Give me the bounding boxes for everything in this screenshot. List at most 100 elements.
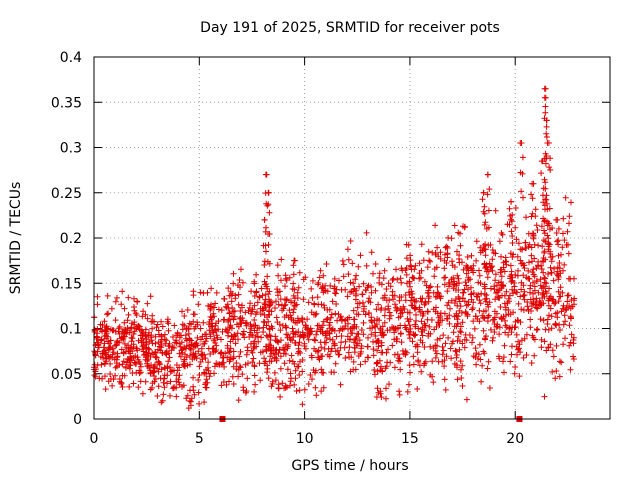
data-point [320, 272, 327, 279]
data-point [337, 381, 344, 388]
data-point [398, 279, 405, 286]
data-point [235, 282, 241, 289]
data-point [172, 339, 178, 346]
data-point [554, 314, 561, 321]
data-point [450, 285, 457, 292]
data-point [489, 247, 496, 253]
data-point [549, 253, 556, 260]
data-point [379, 329, 386, 336]
data-point [385, 303, 392, 310]
data-point [525, 267, 532, 274]
data-point [244, 347, 251, 354]
data-point [411, 299, 418, 305]
data-point [313, 331, 320, 338]
data-point [482, 241, 489, 248]
data-point [159, 323, 166, 330]
data-point [360, 319, 367, 326]
data-point [413, 317, 419, 324]
data-point [291, 257, 298, 264]
data-point [279, 380, 286, 387]
data-point [406, 362, 413, 369]
data-point [207, 351, 214, 357]
data-point [228, 333, 235, 340]
data-point [412, 321, 418, 328]
data-point [455, 333, 462, 340]
data-point [213, 332, 220, 339]
data-point [353, 272, 360, 279]
data-point [238, 266, 244, 273]
data-point [499, 292, 505, 299]
data-point [322, 282, 329, 289]
data-point [126, 383, 133, 390]
data-point [568, 331, 575, 338]
data-point [140, 330, 147, 337]
data-points [91, 85, 578, 422]
data-point [134, 298, 141, 305]
data-point [544, 200, 550, 207]
data-point [234, 321, 240, 328]
x-tick-label: 20 [506, 431, 524, 447]
data-point [284, 366, 291, 373]
data-point [501, 300, 508, 307]
data-point [159, 349, 166, 356]
data-point [340, 261, 347, 268]
data-point [202, 338, 209, 345]
data-point [457, 242, 464, 249]
data-point [432, 354, 439, 361]
data-point [409, 274, 416, 281]
data-point [561, 237, 568, 244]
data-point [165, 358, 172, 365]
data-point [512, 205, 519, 211]
data-point [164, 372, 171, 379]
data-point [196, 372, 203, 378]
data-point [556, 321, 563, 328]
data-point [344, 293, 351, 300]
data-point [277, 353, 284, 360]
data-point [154, 321, 161, 328]
data-point [538, 336, 545, 343]
data-point [570, 353, 577, 360]
data-point [555, 298, 562, 305]
data-point [483, 261, 490, 268]
data-point [139, 343, 146, 350]
data-point [431, 273, 438, 280]
data-point [338, 339, 345, 346]
data-point [214, 334, 221, 341]
data-point [441, 357, 448, 364]
data-point [104, 311, 110, 318]
data-point [406, 278, 413, 285]
data-point [345, 320, 351, 327]
data-point [508, 329, 515, 336]
data-point [492, 277, 499, 284]
data-point [296, 333, 303, 340]
data-point [425, 295, 432, 302]
data-point [125, 294, 132, 301]
data-point [465, 301, 472, 308]
data-point [396, 297, 403, 304]
data-point [92, 349, 98, 356]
data-point [307, 372, 314, 378]
data-point [257, 349, 264, 356]
data-point [459, 362, 466, 369]
data-point [180, 382, 187, 389]
data-point [101, 318, 108, 325]
data-point [426, 257, 433, 264]
data-point [462, 279, 469, 286]
data-point [518, 140, 525, 146]
data-point [391, 351, 398, 358]
data-point [243, 351, 250, 358]
data-point [308, 328, 315, 335]
data-point [543, 123, 550, 130]
y-tick-label: 0.4 [60, 50, 82, 66]
data-point [263, 281, 270, 287]
data-point [190, 351, 197, 358]
data-point [205, 359, 212, 366]
data-point [315, 354, 322, 361]
data-point [492, 250, 499, 257]
data-point [377, 307, 384, 313]
data-point [485, 312, 492, 319]
data-point [315, 279, 322, 286]
data-point [327, 314, 334, 321]
data-point [540, 300, 547, 307]
data-point [485, 207, 492, 214]
